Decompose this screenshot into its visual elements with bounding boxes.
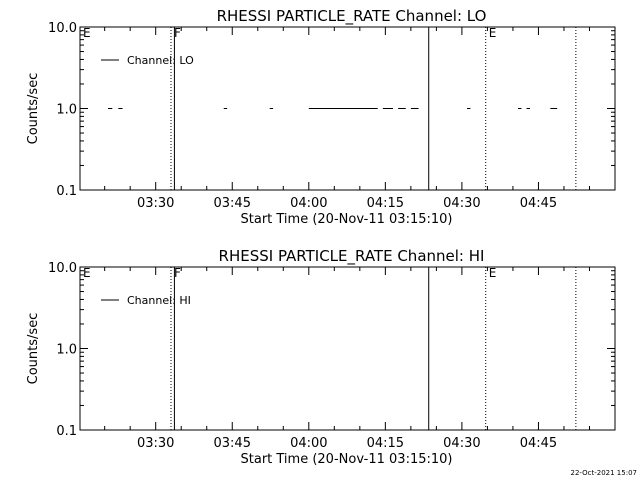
- panel-1-x-tick-label: 04:45: [520, 196, 557, 211]
- panel-1-marker-label-5: E: [489, 26, 497, 40]
- panel-1-x-tick-label: 03:45: [214, 196, 251, 211]
- panel-2-x-tick-label: 04:00: [290, 436, 327, 451]
- panel-2-marker-label-1: E: [83, 266, 91, 280]
- panel-1-marker-label-1: E: [83, 26, 91, 40]
- chart-panel-2: RHESSI PARTICLE_RATE Channel: HI 10.0 1.0 0…: [26, 247, 616, 467]
- panel-1-x-tick-label: 04:30: [443, 196, 480, 211]
- panel-2-x-tick-label: 04:15: [367, 436, 404, 451]
- panel-1-x-tick-label: 04:15: [367, 196, 404, 211]
- panel-2-marker-label-2: F: [174, 266, 181, 280]
- panel-2-legend-label: Channel: HI: [127, 294, 191, 307]
- panel-2-marker-label-5: E: [489, 266, 497, 280]
- panel-1-chart-title: RHESSI PARTICLE_RATE Channel: LO: [217, 7, 487, 26]
- panel-2-x-tick-label: 03:45: [214, 436, 251, 451]
- panel-2-x-tick-label: 03:30: [137, 436, 174, 451]
- panel-2-y-tick-label: 10.0: [48, 261, 77, 276]
- panel-1-legend-label: Channel: LO: [127, 54, 194, 67]
- panel-2-x-axis-label: Start Time (20-Nov-11 03:15:10): [241, 452, 453, 467]
- panel-1-x-tick-label: 03:30: [137, 196, 174, 211]
- panel-1-y-axis-label: Counts/sec: [26, 73, 41, 145]
- panel-1-marker-label-2: F: [174, 26, 181, 40]
- chart-panel-1: RHESSI PARTICLE_RATE Channel: LO 10.0 1.0 0…: [26, 7, 616, 227]
- timestamp-label: 22-Oct-2021 15:07: [571, 469, 637, 477]
- panel-2-x-tick-label: 04:45: [520, 436, 557, 451]
- panel-1-y-tick-label: 0.1: [56, 184, 77, 199]
- panel-1-x-axis-label: Start Time (20-Nov-11 03:15:10): [241, 212, 453, 227]
- panel-2-x-tick-label: 04:30: [443, 436, 480, 451]
- panel-2-y-axis-label: Counts/sec: [26, 313, 41, 385]
- panel-2-chart-title: RHESSI PARTICLE_RATE Channel: HI: [219, 247, 485, 266]
- panel-1-x-tick-label: 04:00: [290, 196, 327, 211]
- panel-2-y-tick-label: 1.0: [56, 343, 77, 358]
- panel-1-y-tick-label: 1.0: [56, 103, 77, 118]
- panel-1-y-tick-label: 10.0: [48, 21, 77, 36]
- panel-2-y-tick-label: 0.1: [56, 424, 77, 439]
